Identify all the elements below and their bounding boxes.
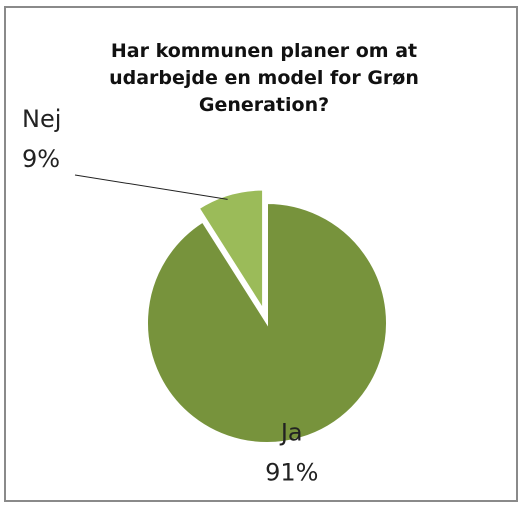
chart-title: Har kommunen planer om at udarbejde en m… xyxy=(109,40,419,116)
slice-label: Ja xyxy=(279,419,303,447)
leader-line xyxy=(74,174,228,200)
pie-slice xyxy=(146,201,388,444)
slice-label: Nej xyxy=(22,105,61,133)
slice-value-label: 91% xyxy=(265,459,318,487)
pie-slice xyxy=(197,188,265,313)
slice-value-label: 9% xyxy=(22,145,60,173)
